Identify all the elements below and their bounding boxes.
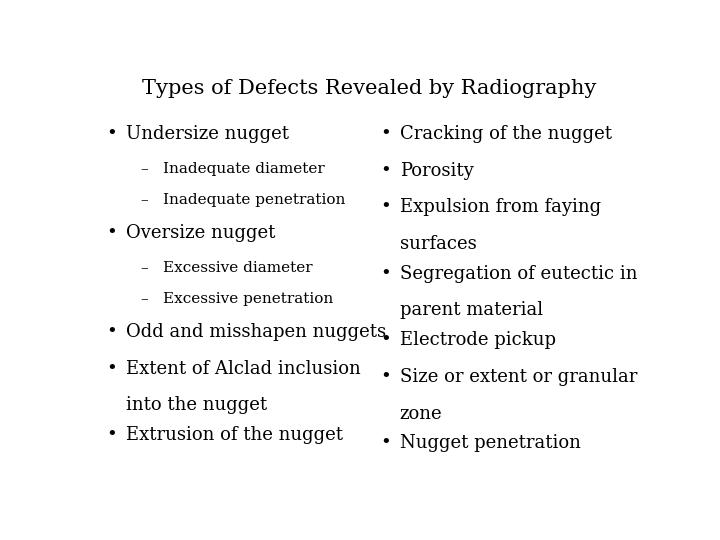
Text: •: • [380, 198, 391, 217]
Text: Inadequate penetration: Inadequate penetration [163, 193, 345, 207]
Text: •: • [380, 332, 391, 349]
Text: Excessive diameter: Excessive diameter [163, 261, 312, 275]
Text: •: • [107, 426, 117, 444]
Text: Undersize nugget: Undersize nugget [126, 125, 289, 143]
Text: Electrode pickup: Electrode pickup [400, 332, 556, 349]
Text: Extent of Alclad inclusion: Extent of Alclad inclusion [126, 360, 361, 377]
Text: Porosity: Porosity [400, 161, 474, 180]
Text: –: – [140, 292, 148, 306]
Text: •: • [380, 161, 391, 180]
Text: –: – [140, 261, 148, 275]
Text: •: • [380, 265, 391, 283]
Text: •: • [107, 125, 117, 143]
Text: •: • [107, 224, 117, 242]
Text: Odd and misshapen nuggets: Odd and misshapen nuggets [126, 323, 387, 341]
Text: Oversize nugget: Oversize nugget [126, 224, 276, 242]
Text: surfaces: surfaces [400, 235, 477, 253]
Text: •: • [380, 435, 391, 453]
Text: Types of Defects Revealed by Radiography: Types of Defects Revealed by Radiography [142, 79, 596, 98]
Text: •: • [380, 368, 391, 386]
Text: –: – [140, 161, 148, 176]
Text: Cracking of the nugget: Cracking of the nugget [400, 125, 612, 143]
Text: •: • [107, 360, 117, 377]
Text: Expulsion from faying: Expulsion from faying [400, 198, 600, 217]
Text: into the nugget: into the nugget [126, 396, 267, 414]
Text: Inadequate diameter: Inadequate diameter [163, 161, 324, 176]
Text: Excessive penetration: Excessive penetration [163, 292, 333, 306]
Text: •: • [107, 323, 117, 341]
Text: –: – [140, 193, 148, 207]
Text: •: • [380, 125, 391, 143]
Text: Segregation of eutectic in: Segregation of eutectic in [400, 265, 637, 283]
Text: Size or extent or granular: Size or extent or granular [400, 368, 637, 386]
Text: parent material: parent material [400, 301, 543, 319]
Text: Extrusion of the nugget: Extrusion of the nugget [126, 426, 343, 444]
Text: Nugget penetration: Nugget penetration [400, 435, 580, 453]
Text: zone: zone [400, 404, 442, 422]
